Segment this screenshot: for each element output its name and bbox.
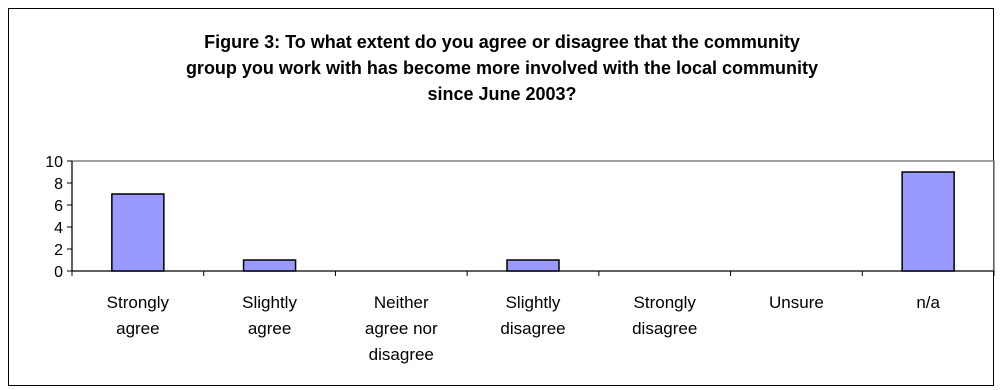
x-category-label-line: disagree <box>500 319 565 338</box>
y-tick-label-8: 8 <box>54 176 63 193</box>
x-category-label-line: Slightly <box>242 293 297 312</box>
y-tick-label-2: 2 <box>54 242 63 259</box>
x-category-label-line: disagree <box>369 345 434 364</box>
bar-1 <box>242 259 297 272</box>
x-category-label-3: Slightly disagree <box>500 293 565 338</box>
chart-plot: 0 2 4 6 8 10 Strongly agree Slightly agree Neither… <box>45 154 995 364</box>
plot-area-border <box>71 160 995 272</box>
x-category-label-6: n/a <box>916 293 940 312</box>
y-tick-label-4: 4 <box>54 220 63 237</box>
x-category-label-line: Neither <box>374 293 429 312</box>
x-category-label-line: disagree <box>632 319 697 338</box>
x-category-label-4: Strongly disagree <box>632 293 697 338</box>
x-category-label-line: Strongly <box>107 293 170 312</box>
bar-6 <box>901 171 955 272</box>
x-category-label-line: agree <box>116 319 159 338</box>
x-category-label-2: Neither agree nor disagree <box>365 293 438 364</box>
x-category-label-line: Unsure <box>769 293 824 312</box>
y-tick-label-10: 10 <box>45 154 63 171</box>
bar-0 <box>111 193 165 272</box>
bar-3 <box>506 259 560 272</box>
x-category-label-line: agree <box>248 319 291 338</box>
y-tick-label-0: 0 <box>54 264 63 281</box>
chart-title: Figure 3: To what extent do you agree or… <box>185 32 819 104</box>
x-category-label-line: agree nor <box>365 319 438 338</box>
chart-frame: Figure 3: To what extent do you agree or… <box>8 8 995 386</box>
x-category-label-0: Strongly agree <box>107 293 170 338</box>
x-category-label-line: n/a <box>916 293 940 312</box>
x-category-label-5: Unsure <box>769 293 824 312</box>
x-category-label-line: Strongly <box>634 293 697 312</box>
x-category-label-line: Slightly <box>506 293 561 312</box>
y-tick-label-6: 6 <box>54 198 63 215</box>
x-category-label-1: Slightly agree <box>242 293 297 338</box>
